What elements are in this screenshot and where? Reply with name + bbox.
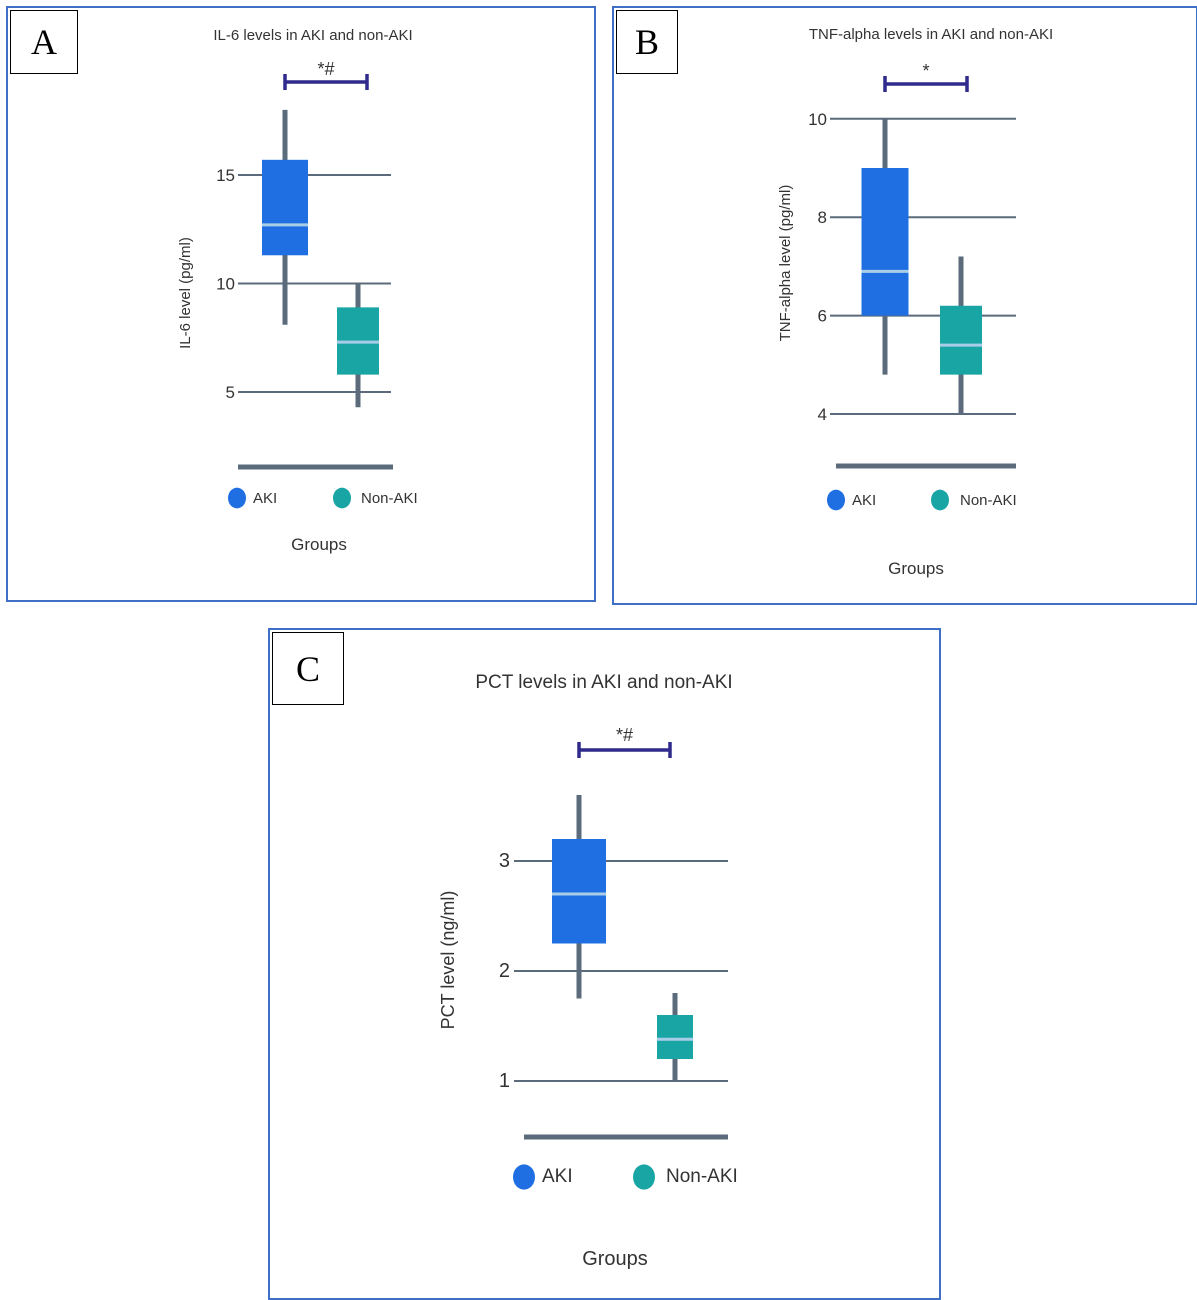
- chart-title: IL-6 levels in AKI and non-AKI: [213, 27, 412, 44]
- panel-label: A: [10, 10, 78, 74]
- box-aki: [262, 159, 308, 256]
- y-tick-label: 3: [499, 850, 510, 872]
- legend-label-non-aki: Non-AKI: [666, 1166, 738, 1187]
- y-axis-label: TNF-alpha level (pg/ml): [777, 185, 794, 342]
- box-aki: [552, 839, 606, 944]
- x-axis-label: Groups: [582, 1248, 648, 1270]
- chart-pct: PCT levels in AKI and non-AKI 1 2 3 PCT leve…: [438, 672, 738, 1270]
- significance-marker: *#: [317, 59, 334, 79]
- significance-marker: *: [922, 61, 929, 81]
- panel-label: B: [616, 10, 678, 74]
- y-tick-label: 2: [499, 960, 510, 982]
- x-axis-label: Groups: [291, 535, 347, 554]
- y-tick-label: 4: [818, 405, 827, 424]
- legend-dot-non-aki: [931, 489, 949, 511]
- y-tick-label: 8: [818, 208, 827, 227]
- legend-dot-aki: [827, 489, 845, 511]
- y-tick-label: 10: [808, 110, 827, 129]
- chart-tnf-alpha: TNF-alpha levels in AKI and non-AKI 4 6 8 10…: [777, 26, 1053, 578]
- box-non-aki: [657, 1015, 693, 1059]
- panel-c: C PCT levels in AKI and non-AKI 1 2 3 PCT le…: [268, 628, 941, 1300]
- legend-dot-aki: [228, 487, 246, 509]
- y-tick-label: 6: [818, 307, 827, 326]
- box-non-aki: [940, 305, 982, 375]
- legend-label-non-aki: Non-AKI: [960, 492, 1017, 509]
- y-axis-label: IL-6 level (pg/ml): [177, 237, 194, 349]
- y-tick-label: 10: [216, 275, 235, 294]
- panel-b: B TNF-alpha levels in AKI and non-AKI 4 6 8…: [612, 6, 1197, 605]
- chart-title: TNF-alpha levels in AKI and non-AKI: [809, 26, 1053, 43]
- legend-label-aki: AKI: [542, 1166, 573, 1187]
- legend-dot-non-aki: [333, 487, 351, 509]
- panel-a: A IL-6 levels in AKI and non-AKI 5 10 15 IL-…: [6, 6, 596, 602]
- chart-title: PCT levels in AKI and non-AKI: [475, 672, 732, 693]
- legend-label-aki: AKI: [253, 490, 277, 507]
- legend-dot-aki: [513, 1164, 535, 1190]
- y-tick-label: 5: [226, 383, 235, 402]
- significance-marker: *#: [616, 725, 633, 745]
- box-aki: [861, 168, 909, 316]
- y-axis-label: PCT level (ng/ml): [438, 891, 458, 1030]
- x-axis-label: Groups: [888, 559, 944, 578]
- y-tick-label: 1: [499, 1070, 510, 1092]
- y-tick-label: 15: [216, 166, 235, 185]
- legend-label-aki: AKI: [852, 492, 876, 509]
- legend-label-non-aki: Non-AKI: [361, 490, 418, 507]
- chart-il6: IL-6 levels in AKI and non-AKI 5 10 15 IL-6 …: [177, 27, 418, 554]
- panel-label: C: [272, 632, 344, 705]
- legend-dot-non-aki: [633, 1164, 655, 1190]
